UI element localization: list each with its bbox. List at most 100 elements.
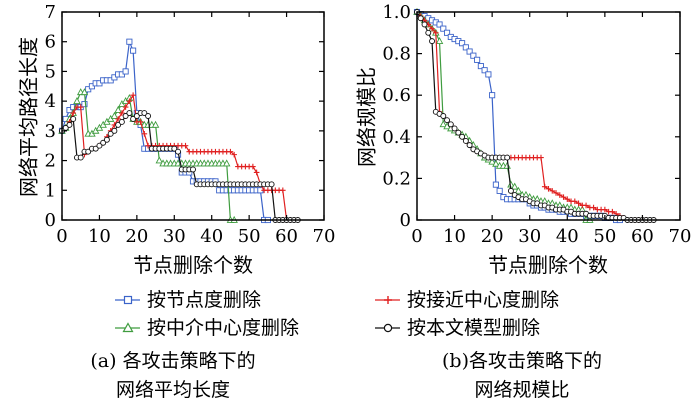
y-tick-label: 2: [45, 151, 56, 172]
series-circle: [59, 110, 301, 223]
data-point: [115, 121, 122, 128]
data-point: [141, 110, 148, 116]
data-point: [77, 104, 84, 110]
data-point: [70, 110, 77, 116]
y-tick-label: 0.8: [382, 44, 411, 65]
data-point: [122, 68, 129, 75]
x-tick-label: 40: [200, 226, 223, 247]
data-point: [466, 48, 473, 55]
chart-average-path-length: 网络平均路径长度 0 10 20 30 40 50 60 70 0 1 2 3 4 5 6 7 节点删除个数: [17, 2, 336, 277]
data-point: [462, 44, 469, 51]
y-tick-label: 5: [45, 61, 56, 82]
data-point: [602, 206, 608, 213]
data-point: [560, 194, 567, 200]
data-point: [77, 154, 84, 161]
data-point: [126, 38, 133, 45]
legend-label-model: 按本文模型删除: [407, 317, 540, 339]
data-point: [514, 186, 523, 194]
data-point: [451, 125, 458, 132]
x-tick-label: 10: [443, 226, 466, 247]
legend-label-closeness: 按接近中心度删除: [407, 289, 559, 311]
x-tick-label: 70: [313, 226, 336, 247]
data-point: [435, 36, 444, 44]
data-point: [81, 101, 88, 108]
data-point: [436, 21, 443, 28]
data-point: [504, 154, 511, 161]
y-tick-label: 0.4: [382, 127, 411, 148]
y-tick-label: 0: [45, 210, 56, 231]
data-point: [175, 148, 181, 155]
y-tick-label: 0.2: [382, 168, 411, 189]
data-point: [66, 121, 73, 128]
legend-marker-square: [123, 295, 133, 305]
data-point: [100, 139, 107, 146]
data-point: [126, 110, 133, 116]
data-point: [439, 120, 448, 128]
data-point: [474, 56, 481, 63]
data-point: [133, 113, 140, 119]
data-point: [459, 133, 466, 140]
series-square: [58, 38, 271, 224]
data-point: [231, 151, 237, 158]
y-tick-label: 0: [400, 210, 411, 231]
data-point: [590, 204, 597, 211]
data-point: [485, 71, 492, 78]
caption-a-line1: (a) 各攻击策略下的: [90, 350, 255, 372]
data-point: [477, 63, 484, 70]
x-axis-label-b: 节点删除个数: [488, 253, 608, 277]
y-tick-label: 1.0: [382, 2, 411, 23]
legend-label-degree: 按节点度删除: [147, 289, 261, 311]
y-tick-label: 7: [45, 2, 56, 23]
data-point: [268, 181, 275, 188]
x-tick-label: 60: [275, 226, 298, 247]
data-point: [250, 163, 256, 170]
data-point: [115, 116, 121, 122]
legend-marker-plus: [384, 296, 392, 304]
data-point: [421, 21, 428, 28]
legend-label-betweenness: 按中介中心度删除: [147, 317, 299, 339]
data-point: [92, 145, 99, 152]
data-point: [429, 38, 435, 45]
data-point: [107, 130, 114, 137]
x-tick-label: 30: [518, 226, 541, 247]
data-point: [489, 92, 496, 99]
data-point: [130, 47, 137, 54]
x-tick-label: 20: [125, 226, 148, 247]
data-point: [440, 25, 447, 32]
x-tick-label: 0: [56, 226, 67, 247]
data-point: [425, 29, 432, 36]
plot-frame-a: [61, 11, 325, 221]
data-point: [583, 202, 589, 209]
series-line: [416, 11, 654, 221]
data-point: [481, 67, 488, 74]
x-tick-label: 10: [88, 226, 111, 247]
data-point: [73, 96, 81, 104]
data-point: [122, 104, 129, 110]
y-tick-label: 0.6: [382, 85, 411, 106]
data-point: [609, 208, 616, 215]
legend-item-betweenness: 按中介中心度删除: [115, 317, 299, 339]
data-point: [564, 196, 571, 202]
data-point: [182, 142, 189, 149]
y-tick-label: 3: [45, 121, 56, 142]
data-point: [190, 166, 196, 173]
data-point: [455, 129, 462, 136]
legend-item-degree: 按节点度删除: [115, 289, 261, 311]
data-point: [119, 110, 125, 116]
legend-item-closeness: 按接近中心度删除: [375, 289, 559, 311]
series-line: [61, 91, 235, 221]
data-point: [462, 138, 469, 144]
data-point: [70, 116, 77, 122]
x-tick-label: 60: [631, 226, 654, 247]
data-point: [227, 148, 234, 155]
series-triangle: [58, 88, 238, 223]
x-axis-label-a: 节点删除个数: [133, 253, 253, 277]
data-point: [496, 187, 503, 194]
y-tick-label: 4: [45, 91, 56, 112]
data-point: [510, 182, 519, 190]
data-point: [575, 200, 582, 207]
data-point: [572, 198, 578, 205]
data-point: [553, 190, 559, 196]
data-point: [253, 169, 260, 176]
